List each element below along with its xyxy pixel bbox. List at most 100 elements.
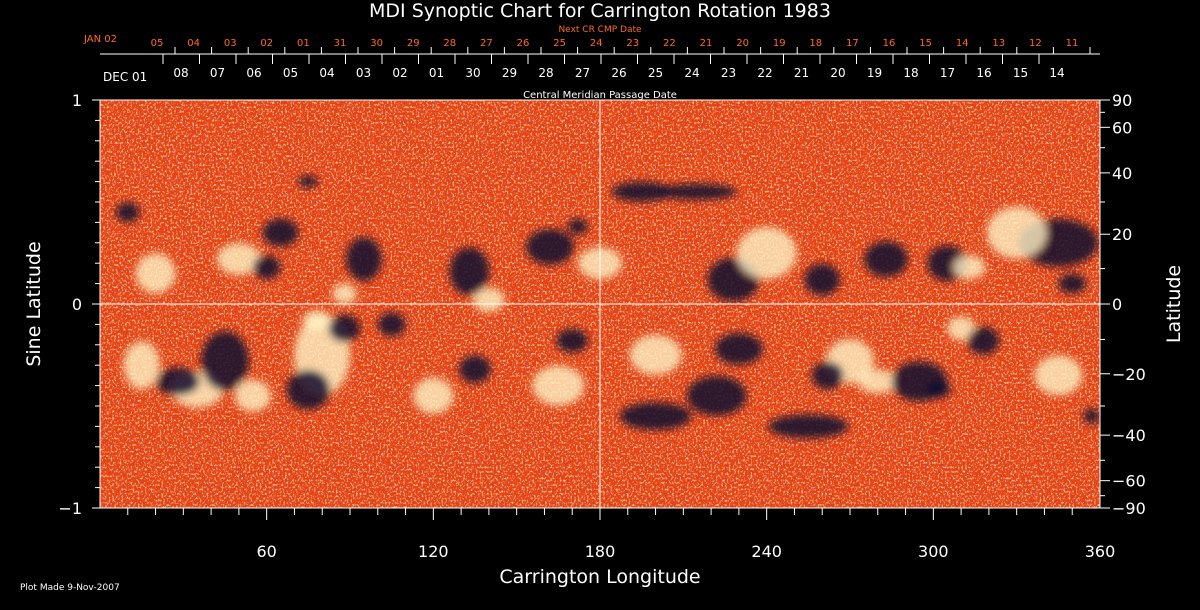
y-left-tick-label: 0 [72, 295, 82, 314]
negative-field-region [657, 183, 738, 200]
y-right-tick-label: −20 [1112, 365, 1146, 384]
cmp-date-label: 04 [319, 66, 334, 80]
positive-field-region [1034, 355, 1083, 396]
next-cr-date-label: 19 [773, 38, 786, 49]
negative-field-region [864, 241, 909, 278]
cmp-date-label: 25 [648, 66, 663, 80]
cmp-date-label: 05 [283, 66, 298, 80]
negative-field-region [115, 202, 140, 223]
cmp-date-label: 23 [721, 66, 736, 80]
negative-field-region [155, 367, 200, 396]
chart-title: MDI Synoptic Chart for Carrington Rotati… [369, 0, 831, 22]
next-cr-date-label: 26 [517, 38, 530, 49]
cmp-date-label: 29 [502, 66, 517, 80]
cmp-date-label: 27 [575, 66, 590, 80]
positive-field-region [736, 227, 797, 279]
cmp-date-label: 20 [830, 66, 845, 80]
y-right-tick-label: 90 [1112, 91, 1132, 110]
negative-field-region [967, 326, 1000, 355]
cmp-date-label: 03 [356, 66, 371, 80]
positive-field-region [302, 310, 331, 331]
cmp-date-label: 08 [173, 66, 188, 80]
cmp-date-label: 02 [392, 66, 407, 80]
negative-field-region [804, 263, 841, 296]
cmp-date-label: 28 [538, 66, 553, 80]
positive-field-region [953, 255, 986, 280]
positive-field-region [332, 283, 357, 304]
negative-field-region [714, 332, 763, 365]
positive-field-region [123, 341, 160, 390]
cmp-date-label: 22 [757, 66, 772, 80]
negative-field-region [611, 181, 672, 202]
next-cr-date-label: 15 [919, 38, 932, 49]
negative-field-region [1083, 408, 1100, 425]
cmp-date-label: 01 [429, 66, 444, 80]
next-cr-date-label: 03 [224, 38, 237, 49]
y-right-tick-label: 60 [1112, 118, 1132, 137]
y-right-tick-label: −90 [1112, 499, 1146, 518]
next-cr-axis-label: Next CR CMP Date [558, 25, 642, 35]
x-tick-label: 60 [256, 542, 276, 561]
cmp-date-label: 06 [246, 66, 261, 80]
negative-field-region [459, 355, 491, 384]
cmp-first-date: DEC 01 [103, 70, 147, 84]
y-left-tick-label: −1 [58, 499, 82, 518]
next-cr-date-label: 23 [626, 38, 639, 49]
x-tick-label: 120 [418, 542, 449, 561]
x-axis-title: Carrington Longitude [499, 566, 700, 588]
next-cr-date-label: 14 [956, 38, 969, 49]
negative-field-region [377, 312, 406, 337]
negative-field-region [567, 218, 588, 235]
next-cr-date-label: 25 [553, 38, 566, 49]
positive-field-region [413, 377, 454, 414]
next-cr-date-label: 01 [297, 38, 310, 49]
next-cr-date-label: 21 [700, 38, 713, 49]
negative-field-region [1058, 273, 1087, 294]
cmp-date-label: 30 [465, 66, 480, 80]
next-cr-date-label: 27 [480, 38, 493, 49]
cmp-date-label: 18 [903, 66, 918, 80]
next-cr-date-label: 18 [809, 38, 822, 49]
negative-field-region [556, 328, 589, 353]
cmp-axis-label: Central Meridian Passage Date [523, 90, 677, 101]
top-date-axes: Next CR CMP Date JAN 02 DEC 01 Central M… [83, 25, 1100, 101]
positive-field-region [234, 379, 271, 412]
next-cr-date-label: 05 [151, 38, 164, 49]
positive-field-region [472, 287, 505, 312]
negative-field-region [449, 247, 490, 296]
positive-field-region [986, 206, 1047, 259]
y-axis-left-title: Sine Latitude [23, 241, 45, 366]
cmp-date-label: 26 [611, 66, 626, 80]
y-right-tick-label: −40 [1112, 426, 1146, 445]
next-cr-date-label: 24 [590, 38, 603, 49]
x-tick-label: 360 [1085, 542, 1116, 561]
positive-field-region [532, 365, 585, 406]
y-right-tick-label: −60 [1112, 472, 1146, 491]
cmp-date-label: 16 [976, 66, 991, 80]
negative-field-region [298, 175, 319, 188]
x-tick-label: 300 [918, 542, 949, 561]
next-cr-date-label: 04 [187, 38, 200, 49]
positive-field-region [629, 335, 682, 375]
positive-field-region [857, 369, 898, 394]
y-right-tick-label: 0 [1112, 295, 1122, 314]
cmp-date-label: 17 [940, 66, 955, 80]
next-cr-date-label: 20 [736, 38, 749, 49]
negative-field-region [926, 381, 951, 398]
negative-field-region [811, 361, 844, 390]
negative-field-region [328, 314, 361, 343]
negative-field-region [345, 237, 382, 282]
y-right-tick-label: 40 [1112, 164, 1132, 183]
negative-field-region [262, 218, 299, 247]
next-cr-date-label: 13 [992, 38, 1005, 49]
next-cr-date-label: 11 [1066, 38, 1079, 49]
cmp-date-label: 15 [1013, 66, 1028, 80]
negative-field-region [252, 255, 281, 280]
negative-field-region [286, 369, 331, 410]
y-axis-right-title: Latitude [1163, 265, 1185, 343]
positive-field-region [947, 316, 976, 341]
next-cr-date-label: 16 [883, 38, 896, 49]
y-left-tick-label: 1 [72, 91, 82, 110]
next-cr-date-label: 31 [334, 38, 347, 49]
